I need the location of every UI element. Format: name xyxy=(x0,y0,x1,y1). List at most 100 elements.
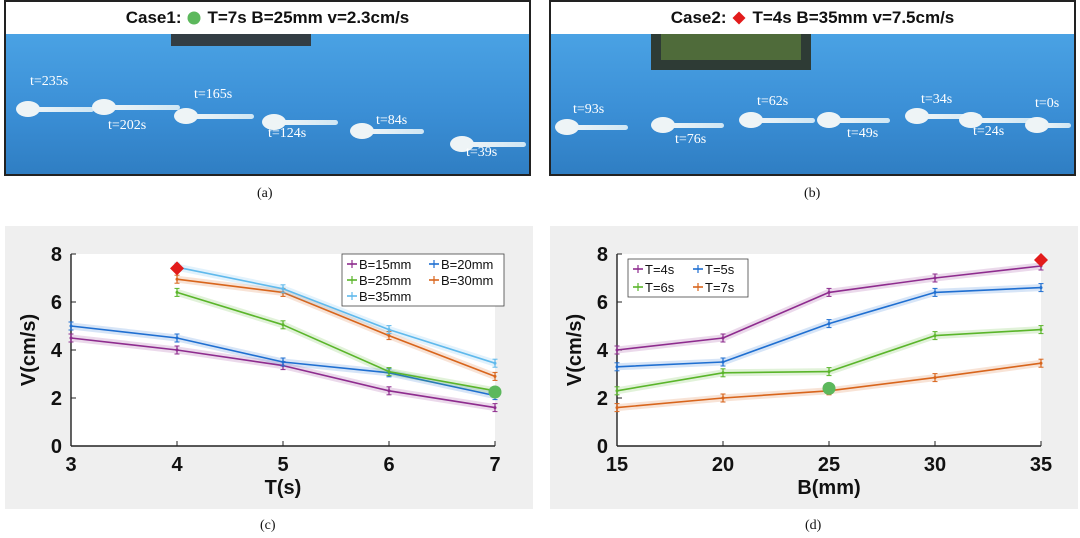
x-tick-label: 4 xyxy=(171,454,183,476)
data-point xyxy=(175,336,179,340)
data-point xyxy=(281,287,285,291)
tank-fixture xyxy=(171,34,311,46)
chart-panel-d: 0 2 4 6 8 15 20 25 30 35 B(mm) V(cm/s) T=4s T=5s T=6s T… xyxy=(550,226,1078,509)
y-tick-label: 2 xyxy=(51,388,62,410)
tank-fixture xyxy=(651,34,811,70)
data-point xyxy=(387,370,391,374)
data-point xyxy=(721,396,725,400)
data-point xyxy=(281,360,285,364)
series-line xyxy=(176,278,496,378)
robot-snapshot xyxy=(555,119,635,135)
robot-snapshot xyxy=(262,114,342,130)
legend-label: B=20mm xyxy=(441,257,493,272)
series-line xyxy=(176,291,496,392)
data-point xyxy=(387,334,391,338)
data-point xyxy=(175,348,179,352)
data-point xyxy=(827,370,831,374)
time-label: t=93s xyxy=(573,102,605,117)
y-tick-label: 4 xyxy=(597,340,609,362)
case1-header: Case1: T=7s B=25mm v=2.3cm/s xyxy=(6,2,529,36)
x-tick-label: 20 xyxy=(712,454,734,476)
y-tick-label: 0 xyxy=(51,436,62,458)
data-point xyxy=(933,276,937,280)
data-point xyxy=(493,374,497,378)
case1-params: T=7s B=25mm v=2.3cm/s xyxy=(207,8,410,27)
water-background xyxy=(551,34,1074,174)
time-label: t=76s xyxy=(675,132,707,147)
legend-label: T=7s xyxy=(705,280,735,295)
time-label: t=39s xyxy=(466,145,498,160)
time-label: t=202s xyxy=(108,118,147,133)
time-label: t=124s xyxy=(268,126,307,141)
caption-c: (c) xyxy=(260,518,276,533)
time-label: t=24s xyxy=(973,124,1005,139)
robot-snapshot xyxy=(1025,117,1074,133)
x-tick-label: 5 xyxy=(277,454,288,476)
y-tick-label: 4 xyxy=(51,340,63,362)
legend-box xyxy=(341,253,505,307)
data-point xyxy=(615,389,619,393)
x-tick-label: 30 xyxy=(924,454,946,476)
caption-d: (d) xyxy=(805,518,822,533)
y-tick-label: 6 xyxy=(51,292,62,314)
y-tick-label: 0 xyxy=(597,436,608,458)
legend-box xyxy=(627,258,749,298)
photo-panel-case2: Case2: T=4s B=35mm v=7.5cm/s t=93s t=76s… xyxy=(549,0,1076,176)
robot-snapshot xyxy=(651,117,731,133)
time-label: t=165s xyxy=(194,87,233,102)
x-tick-label: 3 xyxy=(65,454,76,476)
red-diamond-marker-icon xyxy=(732,11,746,25)
highlight-circle-marker xyxy=(488,385,502,399)
data-point xyxy=(493,361,497,365)
y-tick-label: 8 xyxy=(597,244,608,266)
legend-label: B=15mm xyxy=(359,257,411,272)
data-point xyxy=(615,365,619,369)
highlight-circle-marker xyxy=(822,381,836,395)
legend-label: T=4s xyxy=(645,262,675,277)
robot-snapshot xyxy=(739,112,819,128)
data-point xyxy=(1039,328,1043,332)
data-point xyxy=(1039,286,1043,290)
case2-header: Case2: T=4s B=35mm v=7.5cm/s xyxy=(551,2,1074,36)
x-tick-label: 7 xyxy=(489,454,500,476)
robot-snapshot xyxy=(350,123,430,139)
y-tick-label: 2 xyxy=(597,388,608,410)
time-label: t=62s xyxy=(757,94,789,109)
photo-panel-case1: Case1: T=7s B=25mm v=2.3cm/s t=235s t=20… xyxy=(4,0,531,176)
data-point xyxy=(387,389,391,393)
green-circle-marker-icon xyxy=(187,11,201,25)
legend-label: T=6s xyxy=(645,280,675,295)
x-axis-label: T(s) xyxy=(265,477,302,499)
series-line xyxy=(176,266,496,364)
legend-label: B=35mm xyxy=(359,289,411,304)
y-tick-label: 8 xyxy=(51,244,62,266)
x-tick-label: 35 xyxy=(1030,454,1052,476)
legend-label: T=5s xyxy=(705,262,735,277)
data-point xyxy=(721,360,725,364)
time-label: t=84s xyxy=(376,113,408,128)
x-tick-label: 6 xyxy=(383,454,394,476)
robot-snapshot xyxy=(905,108,985,124)
x-axis-label: B(mm) xyxy=(797,477,860,499)
y-axis-label: V(cm/s) xyxy=(564,314,586,386)
data-point xyxy=(69,324,73,328)
y-axis-label: V(cm/s) xyxy=(18,314,40,386)
robot-snapshot xyxy=(16,101,96,117)
data-point xyxy=(933,290,937,294)
case2-params: T=4s B=35mm v=7.5cm/s xyxy=(752,8,955,27)
x-tick-label: 15 xyxy=(606,454,628,476)
robot-snapshot xyxy=(817,112,897,128)
case2-prefix: Case2: xyxy=(670,8,727,27)
case1-prefix: Case1: xyxy=(125,8,182,27)
data-point xyxy=(933,334,937,338)
time-label: t=49s xyxy=(847,126,879,141)
data-point xyxy=(175,290,179,294)
data-point xyxy=(721,336,725,340)
caption-a: (a) xyxy=(257,186,273,201)
y-tick-label: 6 xyxy=(597,292,608,314)
legend-label: B=30mm xyxy=(441,273,493,288)
data-point xyxy=(493,406,497,410)
time-label: t=0s xyxy=(1035,96,1060,111)
data-point xyxy=(69,336,73,340)
